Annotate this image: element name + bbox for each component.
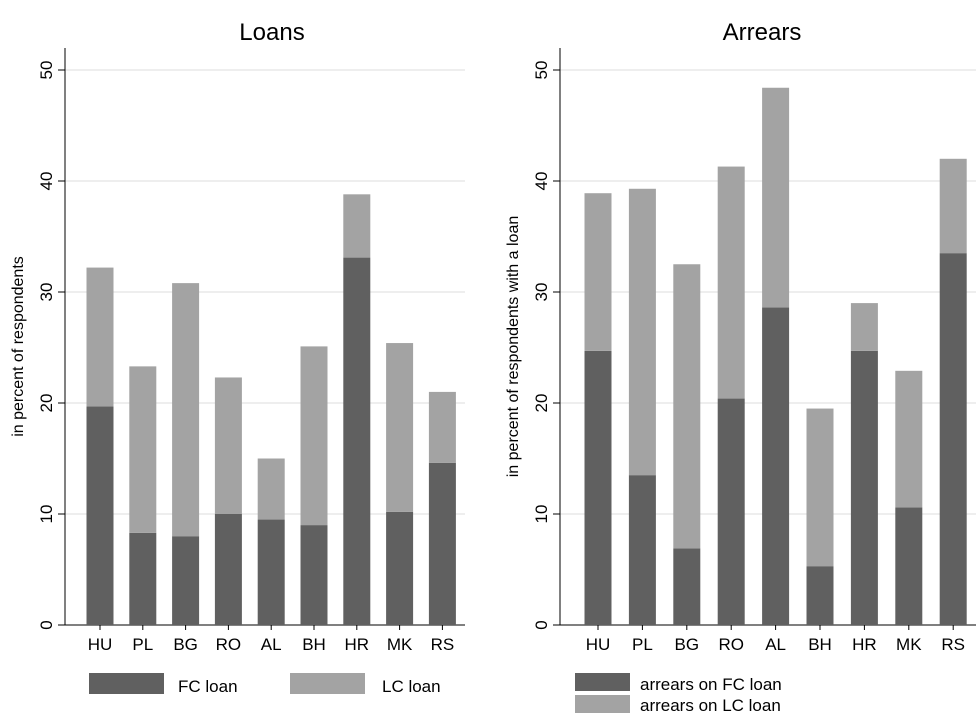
bar-lc-ro [214,377,242,514]
bar-lc-bg [673,264,701,549]
category-label: MK [387,635,413,654]
category-label: MK [896,635,922,654]
category-label: RO [216,635,242,654]
bar-lc-hr [343,194,371,258]
bar-fc-ro [717,398,745,625]
y-tick-label: 0 [37,620,56,629]
bar-fc-hr [343,257,371,625]
bar-fc-hr [850,350,878,625]
bar-lc-mk [386,343,414,512]
y-tick-label: 10 [37,505,56,524]
category-label: AL [765,635,786,654]
category-label: BH [808,635,832,654]
legend-swatch [89,673,164,694]
legend-swatch [575,695,630,713]
y-tick-label: 30 [532,283,551,302]
bar-lc-mk [895,370,923,508]
y-tick-label: 50 [37,61,56,80]
category-label: HR [345,635,370,654]
y-axis-label: in percent of respondents [10,256,27,437]
bar-fc-al [257,519,285,625]
bar-fc-mk [895,507,923,625]
category-label: RS [431,635,455,654]
y-tick-label: 10 [532,505,551,524]
legend-label: LC loan [382,677,441,696]
y-tick-label: 40 [532,172,551,191]
category-label: BH [302,635,326,654]
y-tick-label: 30 [37,283,56,302]
bar-fc-ro [214,514,242,625]
bar-fc-rs [428,462,456,625]
bar-fc-pl [628,475,656,625]
chart-title: Loans [239,19,304,46]
category-label: HU [88,635,113,654]
y-tick-label: 50 [532,61,551,80]
bar-fc-pl [129,532,157,625]
y-axis-label: in percent of respondents with a loan [505,216,522,478]
bar-lc-ro [717,166,745,399]
legend-label: FC loan [178,677,238,696]
bar-fc-bg [673,548,701,625]
category-label: AL [261,635,282,654]
category-label: PL [132,635,153,654]
bar-lc-hu [584,193,612,351]
category-label: BG [173,635,198,654]
bar-lc-al [257,458,285,520]
y-tick-label: 40 [37,172,56,191]
bar-lc-hu [86,267,114,407]
category-label: RO [718,635,744,654]
category-label: PL [632,635,653,654]
y-tick-label: 20 [532,394,551,413]
category-label: HR [852,635,877,654]
y-tick-label: 20 [37,394,56,413]
bar-fc-hu [86,406,114,625]
bar-lc-rs [939,158,967,254]
bar-fc-bg [172,536,200,625]
bar-lc-bh [300,346,328,526]
bar-lc-bg [172,283,200,537]
legend-label: arrears on FC loan [640,675,782,694]
bar-fc-mk [386,511,414,625]
category-label: RS [941,635,965,654]
category-label: HU [586,635,611,654]
bar-lc-rs [428,391,456,463]
bar-lc-pl [628,188,656,476]
bar-fc-rs [939,253,967,625]
bar-fc-hu [584,350,612,625]
legend-label: arrears on LC loan [640,696,781,715]
bar-lc-hr [850,303,878,351]
panel-arrears: 0 10 20 30 40 50 in percent of respondents wit… [505,19,976,715]
bar-fc-bh [806,566,834,625]
category-label: BG [675,635,700,654]
bar-lc-al [762,87,790,308]
chart-title: Arrears [723,19,802,46]
bar-lc-pl [129,366,157,533]
bar-fc-bh [300,525,328,625]
bar-fc-al [762,307,790,625]
y-tick-label: 0 [532,620,551,629]
legend-swatch [290,673,365,694]
panel-loans: 0 10 20 30 40 50 in percent of respondents Loan… [10,19,465,696]
legend-swatch [575,673,630,691]
bar-lc-bh [806,408,834,567]
